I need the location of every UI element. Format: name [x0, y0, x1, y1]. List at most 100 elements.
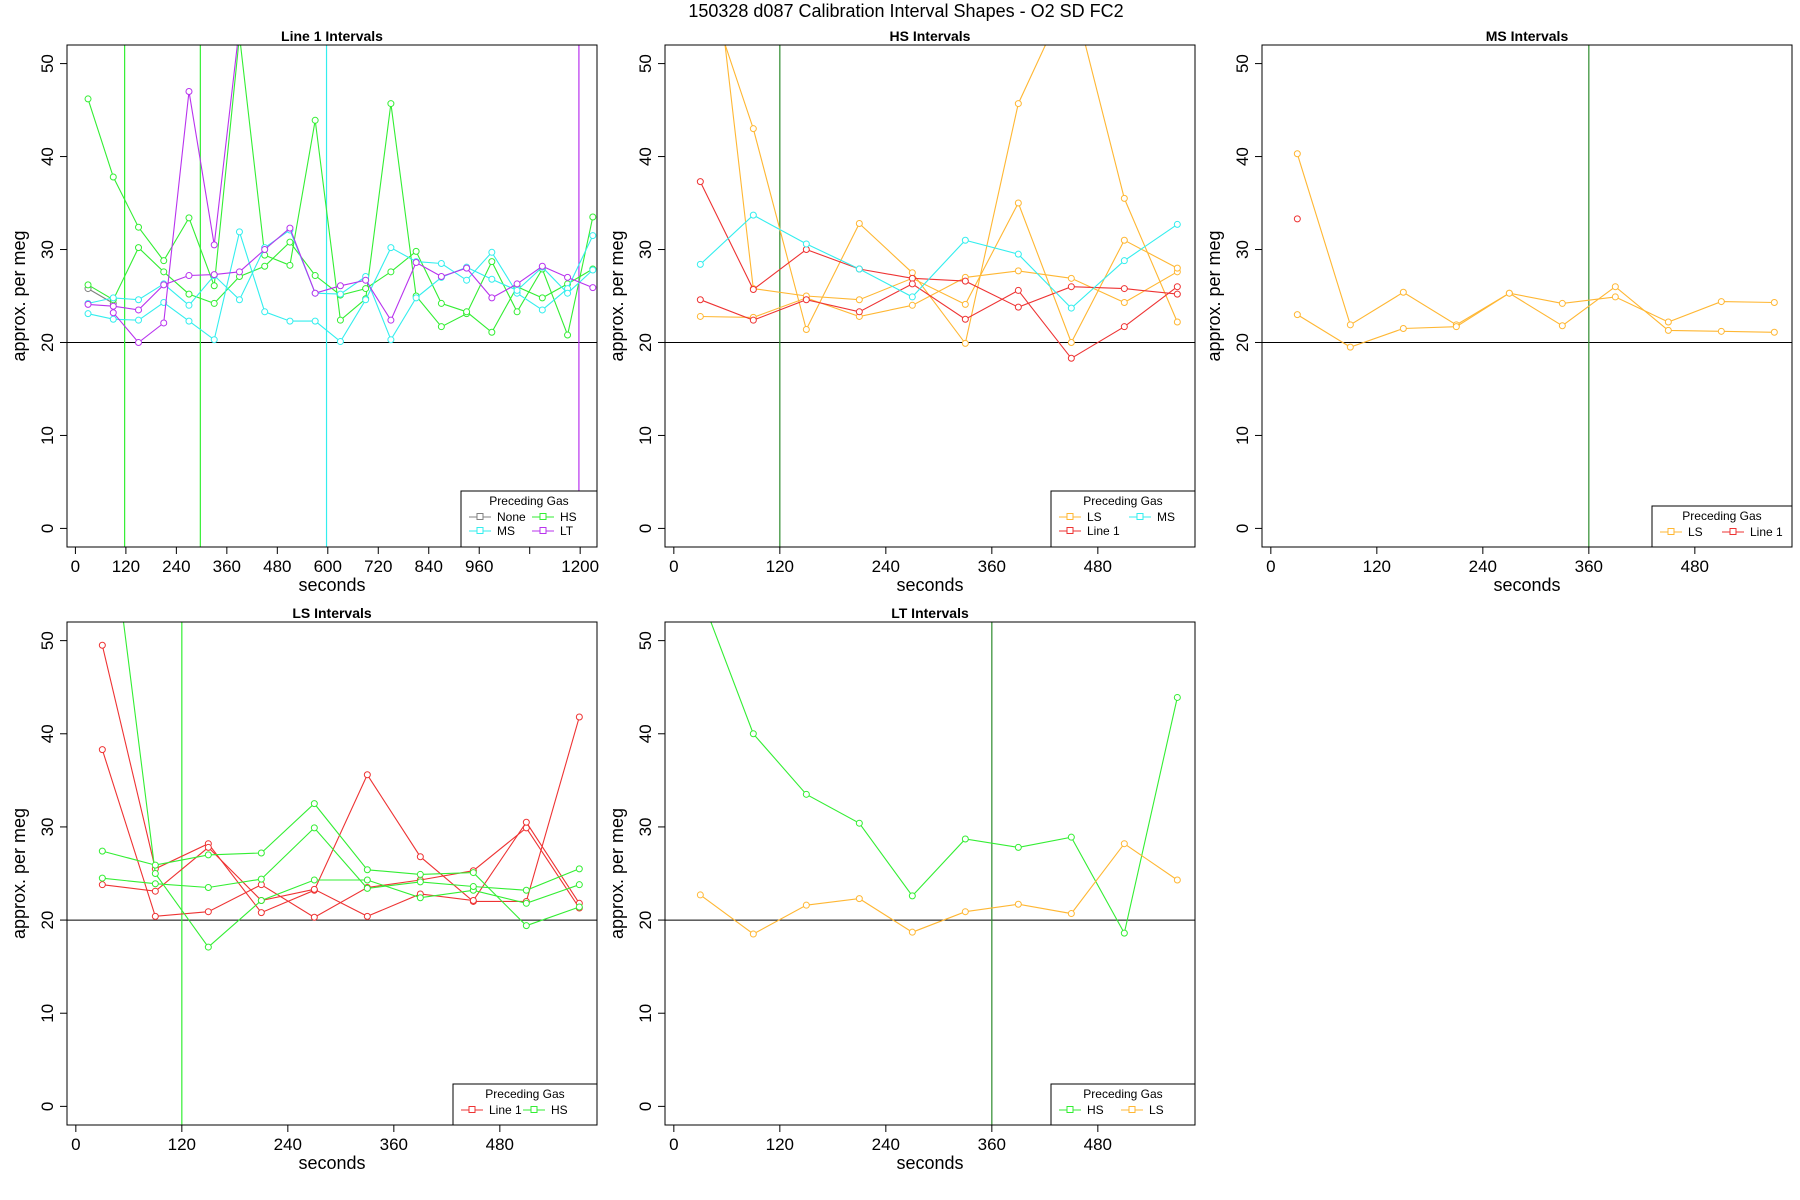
data-point: [696, 260, 704, 268]
data-point: [802, 240, 810, 248]
data-point: [210, 336, 218, 344]
data-point: [99, 451, 105, 457]
data-point: [160, 319, 168, 327]
data-point: [589, 284, 597, 292]
data-point: [1014, 100, 1022, 108]
x-tick-label: 720: [364, 557, 392, 576]
data-point: [235, 228, 243, 236]
x-tick-label: 480: [1084, 557, 1112, 576]
legend-swatch-marker: [1128, 1106, 1136, 1113]
legend-box: [1050, 1083, 1196, 1126]
data-point: [1067, 274, 1075, 282]
data-point: [513, 280, 521, 288]
series-line: [102, 827, 580, 891]
y-tick-label: 0: [636, 1102, 655, 1111]
x-tick-label: 840: [415, 557, 443, 576]
chart-panel-5: LT Intervals 0 120 240 360 480 seconds 0 10 20 30 4…: [607, 605, 1196, 1173]
data-point: [160, 281, 168, 289]
x-axis-title: seconds: [298, 575, 365, 595]
data-point: [362, 285, 370, 293]
data-point: [98, 641, 106, 649]
data-point: [1014, 900, 1022, 908]
data-point: [84, 95, 92, 103]
legend-title: Preceding Gas: [1682, 509, 1761, 523]
series-2: [696, 840, 1181, 938]
data-point: [437, 259, 445, 267]
data-point: [416, 894, 424, 902]
data-point: [589, 213, 597, 221]
data-point: [749, 730, 757, 738]
data-point: [362, 296, 370, 304]
data-point: [522, 886, 530, 894]
data-point: [204, 908, 212, 916]
legend-swatch-marker: [1136, 513, 1144, 520]
data-point: [961, 236, 969, 244]
x-axis-title: seconds: [1493, 575, 1560, 595]
data-point: [589, 266, 597, 274]
legend-label: HS: [560, 510, 577, 524]
x-tick-label: 360: [380, 1135, 408, 1154]
legend: Preceding Gas LS Line 1: [1651, 505, 1793, 548]
x-axis-title: seconds: [298, 1153, 365, 1173]
data-point: [564, 331, 572, 339]
chart-panel-3: MS Intervals 0 120 240 360 480 seconds 0 10 20 30 4…: [1204, 28, 1793, 595]
data-point: [257, 849, 265, 857]
legend-entry: Line 1: [461, 1103, 522, 1117]
x-tick-label: 120: [766, 1135, 794, 1154]
data-point: [1120, 323, 1128, 331]
data-point: [286, 261, 294, 269]
legend-box: [1651, 505, 1793, 548]
y-tick-label: 50: [636, 54, 655, 73]
series-1: [98, 641, 583, 917]
data-point: [387, 100, 395, 108]
data-point: [463, 264, 471, 272]
series-6: [696, 211, 1181, 312]
page-title: 150328 d087 Calibration Interval Shapes …: [688, 1, 1123, 21]
plot-area: [665, 622, 1195, 1125]
data-point: [109, 309, 117, 317]
y-tick-label: 30: [636, 240, 655, 259]
data-point: [564, 273, 572, 281]
x-tick-label: 480: [486, 1135, 514, 1154]
legend-entry: MS: [1129, 510, 1175, 524]
chart-panel-4: LS Intervals 0 120 240 360 480 seconds 0 10 20 30 4…: [9, 451, 598, 1173]
series-line: [710, 622, 1178, 935]
legend-box: [1050, 490, 1196, 548]
legend-entry: Line 1: [1722, 525, 1783, 539]
data-point: [437, 299, 445, 307]
plot-area: [665, 45, 1195, 547]
data-point: [1173, 693, 1181, 701]
y-tick-label: 10: [38, 426, 57, 445]
legend-swatch-marker: [468, 1106, 476, 1113]
legend-entry: HS: [523, 1103, 568, 1117]
data-point: [135, 306, 143, 314]
data-point: [513, 308, 521, 316]
chart-panel-2: HS Intervals 0 120 240 360 480 seconds 0 10 20 30 4…: [607, 28, 1196, 595]
data-point: [522, 818, 530, 826]
data-point: [185, 301, 193, 309]
series-3: [98, 818, 583, 920]
data-point: [1558, 322, 1566, 330]
plot-area: [67, 451, 597, 1125]
x-tick-label: 600: [314, 557, 342, 576]
plot-frame: [664, 621, 1196, 1126]
legend-label: Line 1: [1750, 525, 1783, 539]
series-2: [1293, 289, 1778, 351]
y-tick-label: 20: [38, 911, 57, 930]
legend-entry: MS: [469, 524, 515, 538]
data-point: [1014, 199, 1022, 207]
data-point: [1014, 286, 1022, 294]
data-point: [488, 275, 496, 283]
data-point: [236, 33, 242, 39]
data-point: [696, 312, 704, 320]
data-point: [310, 876, 318, 884]
y-tick-label: 20: [38, 333, 57, 352]
data-point: [1067, 833, 1075, 841]
y-tick-label: 10: [636, 1004, 655, 1023]
x-tick-label: 240: [274, 1135, 302, 1154]
legend-label: MS: [1157, 510, 1175, 524]
legend-label: Line 1: [489, 1103, 522, 1117]
data-point: [575, 865, 583, 873]
data-point: [1664, 326, 1672, 334]
data-point: [98, 874, 106, 882]
